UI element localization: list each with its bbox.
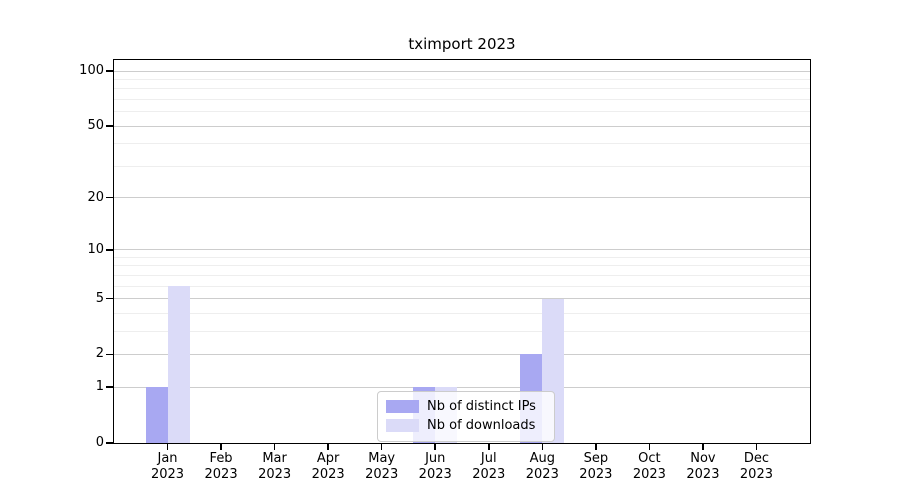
legend-label-downloads: Nb of downloads [427, 418, 536, 433]
x-tick-mark-jan-2023 [166, 444, 169, 450]
gridline-major-10 [114, 249, 810, 251]
gridline-major-5 [114, 298, 810, 300]
y-tick-mark-1 [105, 386, 113, 388]
legend-entry-distinct-ips: Nb of distinct IPs [386, 397, 546, 416]
gridline-minor-9 [114, 256, 810, 258]
x-tick-label-nov-2023: Nov 2023 [686, 451, 720, 482]
x-tick-label-feb-2023: Feb 2023 [204, 451, 238, 482]
y-tick-mark-2 [105, 353, 113, 356]
y-tick-label-2: 2 [95, 346, 104, 362]
x-tick-mark-may-2023 [380, 444, 383, 450]
x-tick-mark-apr-2023 [327, 444, 329, 450]
y-tick-label-5: 5 [95, 290, 104, 306]
y-tick-label-20: 20 [87, 189, 104, 205]
y-tick-mark-100 [105, 70, 113, 72]
x-tick-mark-jun-2023 [434, 444, 436, 450]
x-tick-label-oct-2023: Oct 2023 [632, 451, 666, 482]
x-tick-mark-oct-2023 [648, 444, 651, 450]
legend-swatch-distinct-ips [386, 400, 419, 413]
gridline-minor-4 [114, 312, 810, 314]
x-tick-mark-aug-2023 [541, 444, 544, 450]
y-tick-mark-0 [105, 442, 113, 444]
y-tick-mark-10 [105, 249, 113, 251]
x-tick-mark-dec-2023 [755, 444, 758, 450]
gridline-minor-8 [114, 265, 810, 267]
gridline-minor-7 [114, 274, 810, 276]
x-tick-label-dec-2023: Dec 2023 [739, 451, 773, 482]
gridline-major-1 [114, 386, 810, 388]
gridline-minor-90 [114, 79, 810, 81]
x-tick-label-apr-2023: Apr 2023 [311, 451, 345, 482]
gridline-minor-60 [114, 111, 810, 113]
y-tick-mark-5 [105, 297, 113, 300]
x-tick-label-may-2023: May 2023 [365, 451, 399, 482]
gridline-minor-70 [114, 99, 810, 101]
x-tick-mark-jul-2023 [488, 444, 490, 450]
bar-nb-of-downloads-jan-2023 [167, 286, 190, 443]
y-tick-label-10: 10 [87, 241, 104, 257]
y-tick-label-1: 1 [95, 379, 104, 395]
gridline-minor-3 [114, 330, 810, 332]
chart-title: tximport 2023 [408, 35, 516, 53]
gridline-minor-30 [114, 165, 810, 167]
x-tick-label-jan-2023: Jan 2023 [150, 451, 185, 482]
x-tick-label-sep-2023: Sep 2023 [579, 451, 613, 482]
x-tick-label-jun-2023: Jun 2023 [418, 451, 452, 482]
x-tick-mark-feb-2023 [220, 444, 222, 450]
gridline-major-2 [114, 353, 810, 355]
legend-label-distinct-ips: Nb of distinct IPs [427, 399, 536, 414]
gridline-major-50 [114, 125, 810, 127]
y-tick-mark-50 [105, 125, 113, 127]
x-tick-label-mar-2023: Mar 2023 [258, 451, 292, 482]
x-tick-mark-sep-2023 [595, 444, 597, 450]
gridline-minor-80 [114, 88, 810, 90]
x-tick-label-jul-2023: Jul 2023 [472, 451, 506, 482]
legend-entry-downloads: Nb of downloads [386, 416, 546, 435]
y-tick-mark-20 [105, 196, 113, 199]
gridline-major-100 [114, 70, 810, 72]
y-tick-label-100: 100 [79, 63, 104, 79]
gridline-major-20 [114, 197, 810, 199]
y-tick-label-0: 0 [95, 435, 104, 450]
x-tick-mark-mar-2023 [273, 444, 276, 450]
gridline-minor-6 [114, 285, 810, 287]
bar-nb-of-distinct-ips-jan-2023 [145, 387, 168, 443]
x-tick-label-aug-2023: Aug 2023 [525, 451, 559, 482]
x-tick-mark-nov-2023 [702, 444, 704, 450]
gridline-minor-40 [114, 143, 810, 145]
y-tick-label-50: 50 [87, 118, 104, 134]
legend: Nb of distinct IPs Nb of downloads [377, 391, 555, 442]
legend-swatch-downloads [386, 419, 419, 432]
plot-area: Nb of distinct IPs Nb of downloads [113, 59, 811, 444]
